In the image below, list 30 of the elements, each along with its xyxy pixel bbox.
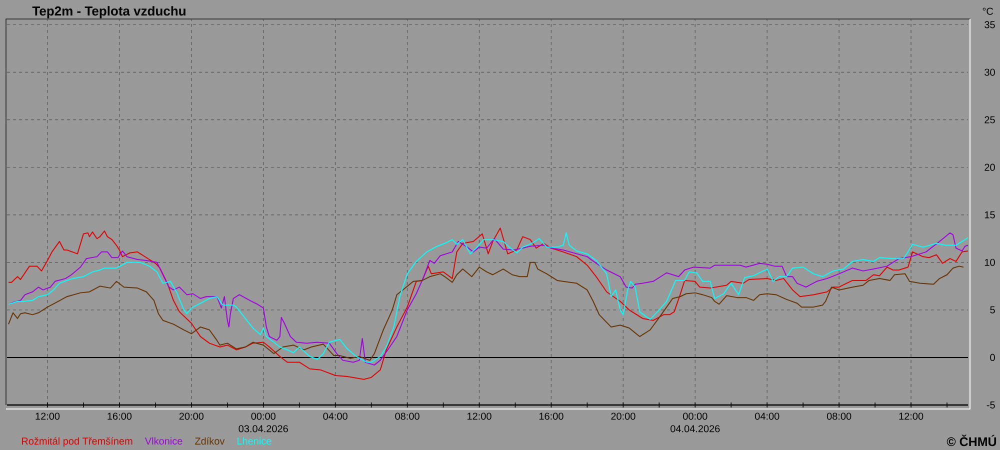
- x-tick-label: 20:00: [611, 412, 636, 420]
- chart-title: Tep2m - Teplota vzduchu: [32, 6, 186, 18]
- y-tick-label: -5: [986, 402, 995, 408]
- x-tick-label: 12:00: [36, 412, 60, 420]
- x-tick-label: 08:00: [395, 412, 420, 420]
- x-tick-label: 08:00: [826, 412, 852, 420]
- text: © ČHMÚ: [946, 434, 996, 446]
- x-tick-label: 04:00: [323, 412, 348, 420]
- x-tick-label: 20:00: [179, 412, 204, 420]
- x-tick-label: 04:00: [754, 412, 780, 420]
- text: Lhenice: [238, 437, 272, 445]
- y-tick-label: 35: [984, 21, 995, 28]
- y-tick-label: 0: [990, 354, 995, 361]
- line-series: [8, 262, 964, 361]
- text: Zdíkov: [195, 437, 225, 445]
- text: Vlkonice: [144, 437, 182, 445]
- x-tick-label: 12:00: [899, 412, 924, 420]
- x-tick-label: 16:00: [108, 412, 132, 420]
- y-axis-title: °C: [982, 8, 994, 15]
- x-tick-label: 00:00 03.04.2026: [238, 412, 288, 432]
- y-tick-label: 10: [984, 258, 995, 266]
- text: Rožmitál pod Třemšínem: [22, 437, 132, 447]
- y-tick-label: 30: [984, 68, 995, 76]
- y-tick-label: 25: [984, 116, 995, 124]
- x-tick-label: 12:00: [468, 412, 492, 420]
- y-tick-label: 5: [990, 306, 995, 314]
- x-tick-label: 16:00: [539, 412, 564, 420]
- y-tick-label: 20: [984, 164, 995, 171]
- x-tick-label: 00:00 04.04.2026: [670, 412, 720, 432]
- y-tick-label: 15: [984, 211, 995, 218]
